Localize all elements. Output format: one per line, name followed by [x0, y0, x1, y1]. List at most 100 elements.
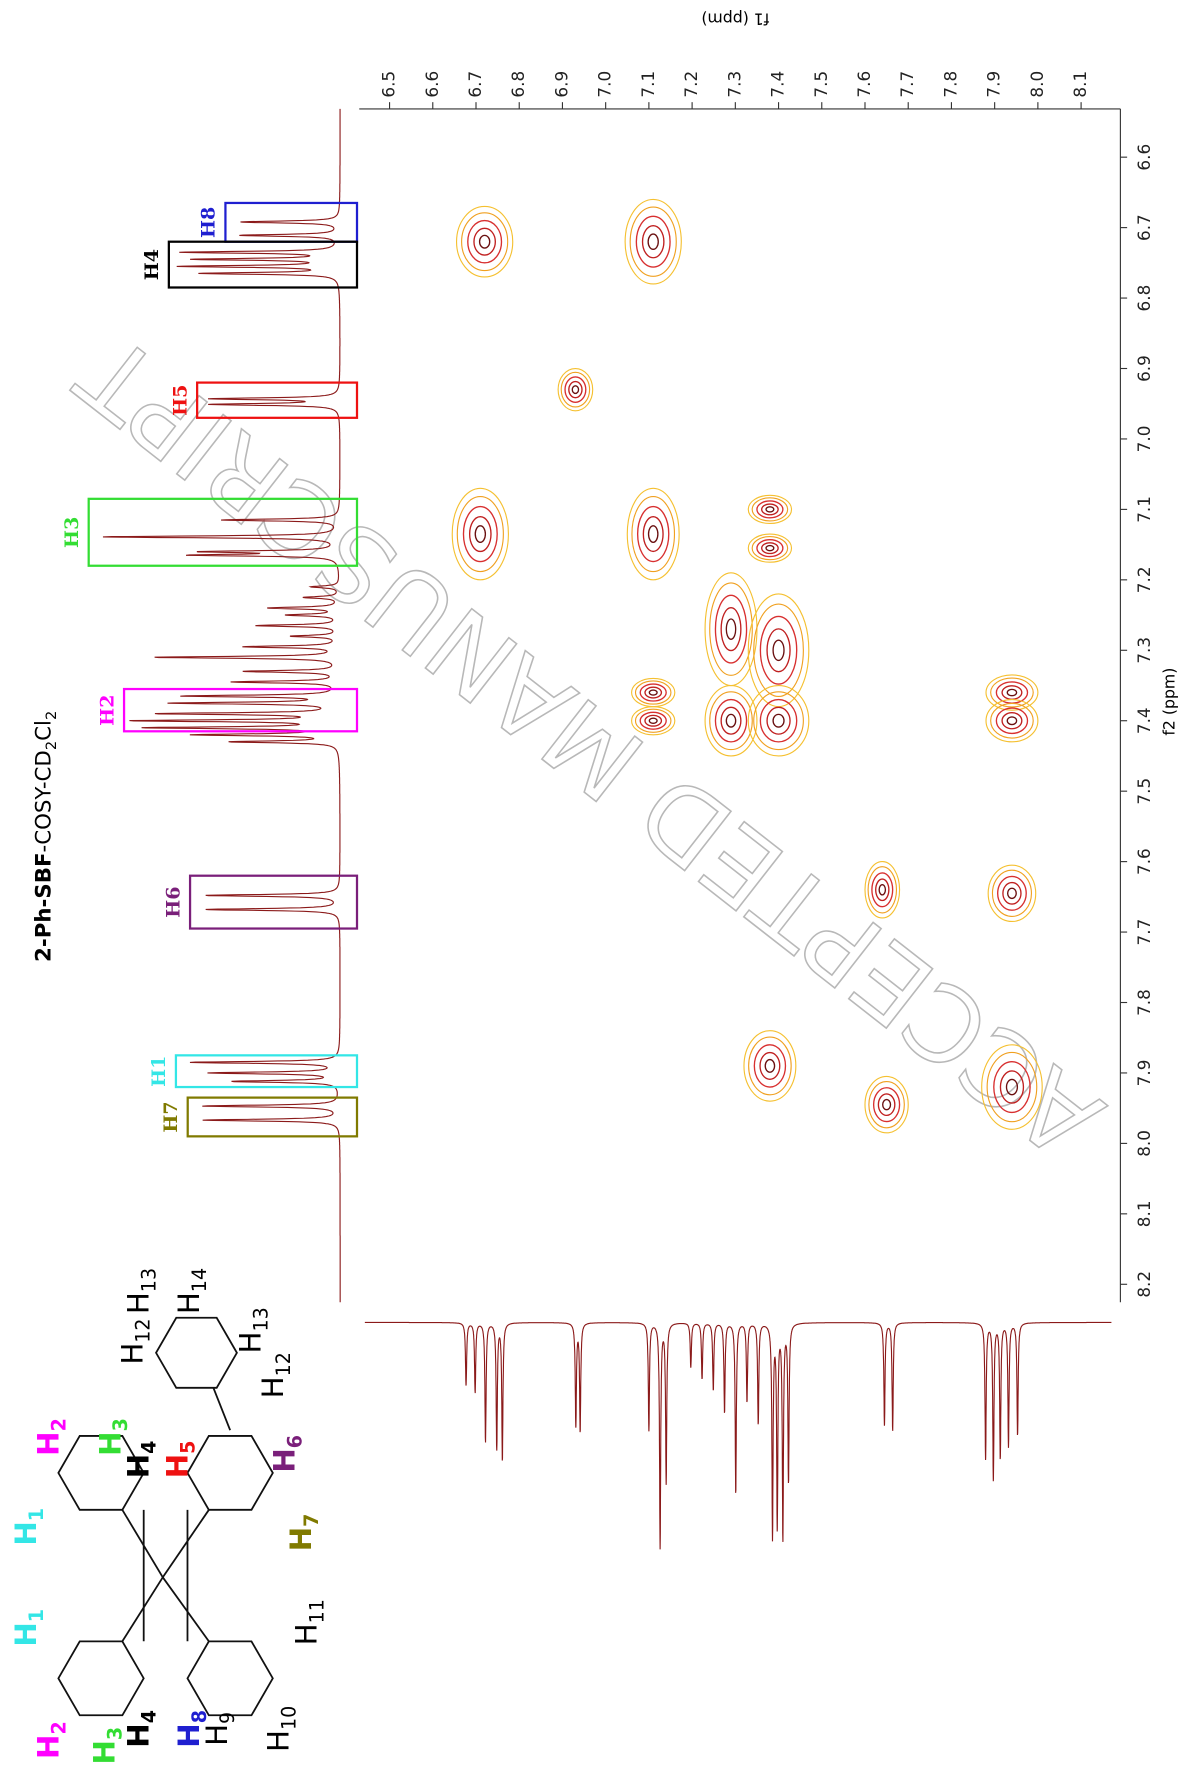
atom-index: 6: [284, 1435, 306, 1448]
atom-label: H4: [121, 1710, 159, 1748]
atom-label: H9: [200, 1712, 238, 1746]
atom-symbol: H: [121, 1723, 155, 1747]
x-tick-label: 6.9: [551, 71, 571, 98]
contour: [468, 515, 492, 553]
x-tick-label: 6.7: [465, 71, 485, 98]
contour: [753, 603, 804, 698]
cross-peak: [864, 861, 901, 919]
y-tick-label: 6.7: [1134, 214, 1154, 241]
assignment-label: H1: [148, 1056, 170, 1087]
structure: [57, 1316, 274, 1717]
contour: [704, 572, 758, 687]
contour: [642, 515, 664, 553]
contour: [759, 1051, 781, 1080]
atom-index: 10: [278, 1706, 300, 1730]
contour: [634, 680, 672, 705]
contour: [868, 1080, 905, 1129]
y-tick-label: 7.4: [1134, 707, 1154, 734]
cross-peak: [981, 1044, 1043, 1130]
atom-label: H8: [172, 1710, 210, 1748]
atom-symbol: H: [9, 1521, 43, 1545]
assignment-box: [167, 240, 359, 289]
atom-label: H12: [116, 1318, 154, 1364]
y-tick-label: 8.1: [1134, 1200, 1154, 1227]
atom-index: 1: [26, 1609, 48, 1622]
atom-symbol: H: [161, 1454, 195, 1478]
x-axis-title: f1 (ppm): [701, 9, 769, 28]
assignment-box: [186, 1096, 359, 1138]
contour: [993, 1061, 1031, 1114]
title-sub: 2: [43, 711, 60, 720]
atom-symbol: H: [32, 1431, 66, 1455]
contour: [751, 536, 789, 561]
cross-peak: [985, 674, 1039, 711]
atom-label: H3: [88, 1727, 126, 1765]
atom-index: 9: [216, 1712, 238, 1724]
atom-index: 3: [110, 1418, 132, 1431]
contour: [751, 497, 789, 522]
contour: [714, 594, 748, 664]
contour: [631, 677, 676, 708]
contour: [764, 1058, 776, 1073]
atom-label: H4: [121, 1441, 159, 1479]
assignment-box: [196, 381, 359, 419]
contour: [1005, 1078, 1019, 1096]
atom-index: 4: [138, 1710, 160, 1723]
x-tick-label: 7.1: [638, 71, 658, 98]
contour: [990, 702, 1034, 739]
contour: [1002, 881, 1022, 905]
atom-label: H1: [9, 1609, 47, 1647]
atom-label: H11: [290, 1599, 328, 1645]
atom-label: H2: [32, 1721, 70, 1759]
atom-label: H5: [161, 1441, 199, 1479]
cross-peak: [864, 1075, 909, 1134]
contour: [990, 677, 1034, 708]
atom-symbol: H: [9, 1622, 43, 1646]
y-tick-label: 7.0: [1134, 426, 1154, 453]
atom-symbol: H: [262, 1730, 296, 1752]
contour: [995, 707, 1029, 735]
ring: [186, 1435, 274, 1511]
contour: [867, 866, 898, 914]
bond: [162, 1576, 210, 1642]
contour: [753, 1044, 787, 1088]
atom-symbol: H: [290, 1623, 324, 1645]
x-tick-label: 6.8: [508, 71, 528, 98]
x-tick-label: 7.5: [811, 71, 831, 98]
contour: [747, 684, 810, 757]
figure-title: 2-Ph-SBF-COSY-CD2Cl2: [32, 711, 61, 962]
atom-index: 12: [273, 1352, 295, 1376]
contour: [474, 525, 487, 543]
contour: [624, 198, 682, 285]
contour: [772, 639, 785, 662]
contour: [991, 869, 1032, 917]
contour: [999, 1070, 1025, 1104]
y-tick-label: 8.2: [1134, 1271, 1154, 1298]
y-tick-label: 7.8: [1134, 989, 1154, 1016]
contour: [644, 714, 663, 727]
atom-symbol: H: [93, 1431, 127, 1455]
title-part: Cl: [32, 720, 57, 741]
contour: [766, 628, 791, 673]
y-tick-label: 7.7: [1134, 919, 1154, 946]
watermark: ACCEPTED MANUSCRIPT: [57, 311, 1124, 1181]
x-tick-label: 7.2: [681, 71, 701, 98]
contour: [648, 717, 658, 724]
contour: [462, 505, 498, 563]
contour: [639, 683, 667, 702]
cross-peak: [985, 699, 1039, 743]
y-tick-label: 7.5: [1134, 778, 1154, 805]
contour: [1006, 688, 1018, 697]
contour: [709, 691, 753, 751]
y-tick-label: 7.2: [1134, 566, 1154, 593]
atom-symbol: H: [267, 1448, 301, 1472]
y-tick-label: 7.1: [1134, 496, 1154, 523]
contour: [759, 615, 798, 685]
ring: [186, 1640, 274, 1717]
contour: [877, 1093, 896, 1117]
contour: [986, 1051, 1038, 1123]
contour: [1006, 887, 1017, 900]
assignment-box: [122, 687, 359, 733]
contour: [1001, 685, 1023, 700]
